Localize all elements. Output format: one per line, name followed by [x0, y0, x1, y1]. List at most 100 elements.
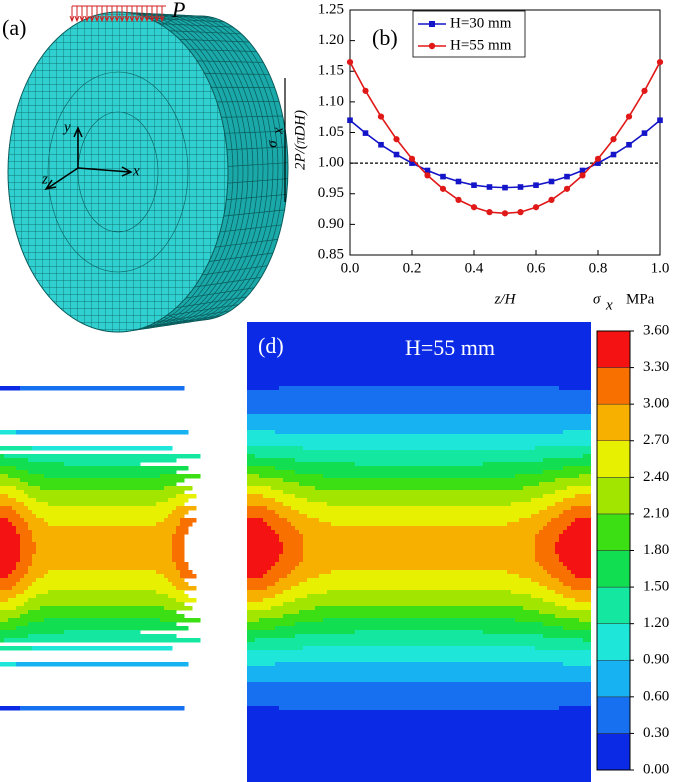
- contour-cell: [295, 622, 544, 627]
- contour-cell: [295, 458, 544, 463]
- contour-cell: [0, 498, 17, 503]
- contour-cell: [168, 594, 189, 599]
- contour-cell: [180, 522, 193, 527]
- load-arrow: [159, 6, 165, 23]
- contour-cell: [515, 474, 580, 479]
- marker: [548, 178, 555, 185]
- contour-cell: [575, 494, 591, 499]
- contour-cell: [20, 554, 33, 559]
- contour-cell: [247, 590, 284, 595]
- contour-cell: [164, 518, 181, 523]
- contour-cell: [319, 574, 520, 579]
- panel-label: (b): [372, 25, 398, 50]
- contour-cell: [156, 590, 185, 595]
- colorbar-tick-label: 0.60: [643, 688, 669, 704]
- contour-cell: [263, 518, 288, 523]
- contour-cell: [267, 570, 292, 575]
- contour-cell: [267, 586, 292, 591]
- contour-cell: [0, 446, 33, 451]
- contour-cell: [535, 550, 556, 555]
- marker: [439, 185, 447, 192]
- contour-cell: [327, 502, 512, 507]
- contour-cell: [247, 626, 276, 631]
- mesh-line: [137, 14, 216, 19]
- contour-cell: [176, 562, 189, 567]
- contour-cell: [355, 462, 484, 467]
- contour-cell: [0, 502, 25, 507]
- contour-cell: [247, 354, 591, 359]
- panel-title: H=55 mm: [405, 335, 495, 360]
- legend-label: H=30 mm: [450, 15, 512, 31]
- marker: [347, 117, 353, 124]
- mesh-line: [169, 30, 242, 35]
- contour-cell: [20, 578, 37, 583]
- contour-cell: [180, 570, 193, 575]
- contour-cell: [543, 458, 591, 463]
- contour-cell: [543, 622, 591, 627]
- contour-cell: [247, 550, 284, 555]
- contour-cell: [0, 630, 65, 635]
- contour-cell: [543, 634, 591, 639]
- marker: [548, 196, 555, 203]
- contour-cell: [543, 526, 568, 531]
- contour-cell: [571, 506, 591, 511]
- y-tick-label: 1.05: [318, 124, 344, 140]
- contour-cell: [539, 510, 564, 515]
- contour-cell: [12, 586, 29, 591]
- contour-cell: [247, 518, 264, 523]
- contour-cell: [36, 594, 169, 599]
- contour-cell: [259, 474, 324, 479]
- colorbar-title-sub: x: [605, 297, 613, 313]
- contour-cell: [247, 454, 256, 459]
- contour-cell: [0, 478, 21, 483]
- contour-cell: [307, 514, 532, 519]
- contour-cell: [247, 746, 591, 751]
- marker: [625, 113, 633, 120]
- contour-cell: [247, 726, 591, 731]
- marker: [657, 117, 663, 124]
- contour-cell: [247, 594, 276, 599]
- colorbar-tick-label: 3.30: [643, 359, 669, 375]
- x-axis-label: z/H: [494, 291, 517, 307]
- contour-cell: [299, 482, 540, 487]
- contour-cell: [32, 558, 173, 563]
- contour-cell: [275, 562, 300, 567]
- contour-cell: [247, 586, 268, 591]
- color-band: [596, 733, 631, 771]
- contour-cell: [247, 446, 304, 451]
- contour-cell: [0, 622, 29, 627]
- panel-label: (d): [258, 333, 284, 358]
- contour-cell: [0, 430, 17, 435]
- contour-cell: [539, 482, 591, 487]
- contour-cell: [247, 370, 591, 375]
- contour-cell: [32, 530, 177, 535]
- contour-cell: [16, 526, 29, 531]
- contour-cell: [0, 542, 21, 547]
- contour-cell: [247, 366, 591, 371]
- colorbar-tick-label: 1.20: [643, 615, 669, 631]
- contour-cell: [275, 594, 308, 599]
- contour-cell: [307, 498, 532, 503]
- marker: [502, 184, 508, 191]
- panel-label: (c): [14, 333, 38, 358]
- contour-cell: [307, 578, 532, 583]
- contour-cell: [8, 618, 45, 623]
- contour-cell: [247, 478, 284, 483]
- colorbar-title: σ: [593, 291, 601, 307]
- contour-cell: [0, 510, 17, 515]
- marker: [579, 172, 586, 179]
- contour-cell: [511, 590, 556, 595]
- panel-title: H=30 mm: [78, 333, 168, 358]
- load-arrow: [69, 6, 75, 23]
- contour-cell: [535, 538, 560, 543]
- contour-cell: [0, 514, 21, 519]
- color-band: [596, 477, 631, 515]
- colorbar-tick-label: 0.00: [643, 761, 669, 777]
- contour-cell: [36, 498, 169, 503]
- contour-cell: [555, 590, 591, 595]
- contour-cell: [247, 642, 591, 647]
- contour-cell: [164, 486, 193, 491]
- marker: [610, 151, 617, 158]
- contour-cell: [0, 646, 33, 651]
- contour-cell: [575, 574, 591, 579]
